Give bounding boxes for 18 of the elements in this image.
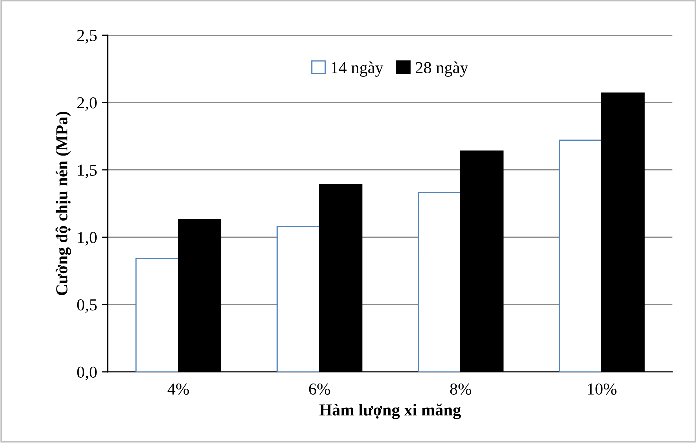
x-tick-label: 8%: [450, 384, 472, 396]
x-tick-label: 6%: [309, 384, 330, 396]
y-tick-label: 2,5: [78, 30, 97, 44]
legend-label: 14 ngày: [332, 62, 384, 77]
y-tick-label: 1,0: [78, 232, 97, 246]
y-tick-label: 0,0: [77, 366, 97, 380]
legend-label: 28 ngày: [416, 62, 468, 77]
bar: [559, 140, 603, 372]
y-tick-label: 1,5: [78, 164, 97, 178]
bar: [418, 192, 462, 372]
x-axis-title: Hàm lượng xi măng: [320, 404, 462, 420]
x-tick-label: 4%: [168, 384, 190, 396]
bar: [276, 226, 320, 372]
y-axis-title: Cường độ chịu nén (MPa): [56, 112, 72, 296]
x-tick-label: 10%: [588, 384, 617, 396]
bar: [136, 258, 180, 372]
y-tick-label: 0,5: [77, 299, 97, 314]
y-tick-label: 2,0: [78, 97, 97, 112]
